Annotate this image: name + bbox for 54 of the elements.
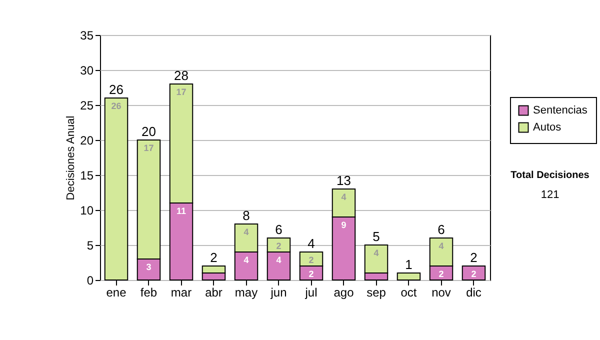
x-tick-label: sep [366, 286, 386, 300]
total-label: 13 [336, 173, 351, 188]
y-axis-title: Decisiones Anual [65, 116, 78, 200]
x-tick-label: jul [304, 286, 318, 300]
y-tick-label: 10 [80, 204, 94, 218]
data-label: 2 [276, 241, 282, 251]
total-label: 8 [242, 208, 250, 223]
data-label: 3 [146, 262, 152, 272]
y-tick-label: 0 [86, 274, 94, 288]
y-tick-label: 35 [80, 28, 94, 42]
x-tick-label: mar [170, 286, 192, 300]
data-label: 2 [438, 269, 444, 279]
data-label: 4 [276, 255, 282, 265]
data-label: 2 [308, 255, 314, 265]
data-label: 26 [111, 101, 122, 111]
total-label: 2 [470, 250, 478, 265]
x-tick-label: abr [205, 286, 222, 300]
data-label: 4 [244, 227, 249, 237]
data-label: 11 [176, 206, 186, 216]
data-label: 4 [438, 241, 444, 251]
y-tick-label: 15 [80, 168, 94, 182]
total-label: 5 [372, 229, 380, 244]
x-tick-label: may [234, 286, 258, 300]
total-label: 6 [438, 222, 445, 237]
data-label: 2 [308, 269, 314, 279]
data-label: 17 [176, 87, 186, 97]
total-label: 6 [275, 222, 282, 237]
total-label: 2 [210, 250, 218, 265]
data-label: 4 [244, 255, 249, 265]
data-label: 4 [374, 248, 379, 258]
total-label: 4 [308, 236, 315, 251]
x-tick-label: dic [466, 286, 482, 300]
total-label: 1 [405, 257, 412, 272]
legend-label: Autos [533, 122, 562, 134]
data-label: 17 [144, 143, 154, 153]
x-tick-label: ago [334, 286, 354, 300]
legend-label: Sentencias [533, 104, 588, 116]
text: Total Decisiones [510, 170, 590, 181]
data-label: 4 [341, 192, 346, 202]
y-tick-label: 5 [86, 238, 94, 252]
x-tick-label: oct [400, 286, 418, 300]
x-tick-label: ene [106, 286, 127, 300]
y-tick-label: 20 [80, 134, 94, 148]
data-label: 2 [471, 269, 476, 279]
total-label: 20 [142, 124, 156, 139]
y-tick-label: 30 [80, 64, 94, 78]
text: 121 [540, 189, 560, 201]
total-label: 28 [174, 68, 188, 83]
total-label: 26 [109, 82, 124, 97]
x-tick-label: jun [270, 286, 287, 300]
x-tick-label: feb [140, 286, 158, 300]
data-label: 9 [341, 220, 346, 230]
x-tick-label: nov [432, 286, 451, 300]
y-tick-label: 25 [80, 98, 94, 112]
